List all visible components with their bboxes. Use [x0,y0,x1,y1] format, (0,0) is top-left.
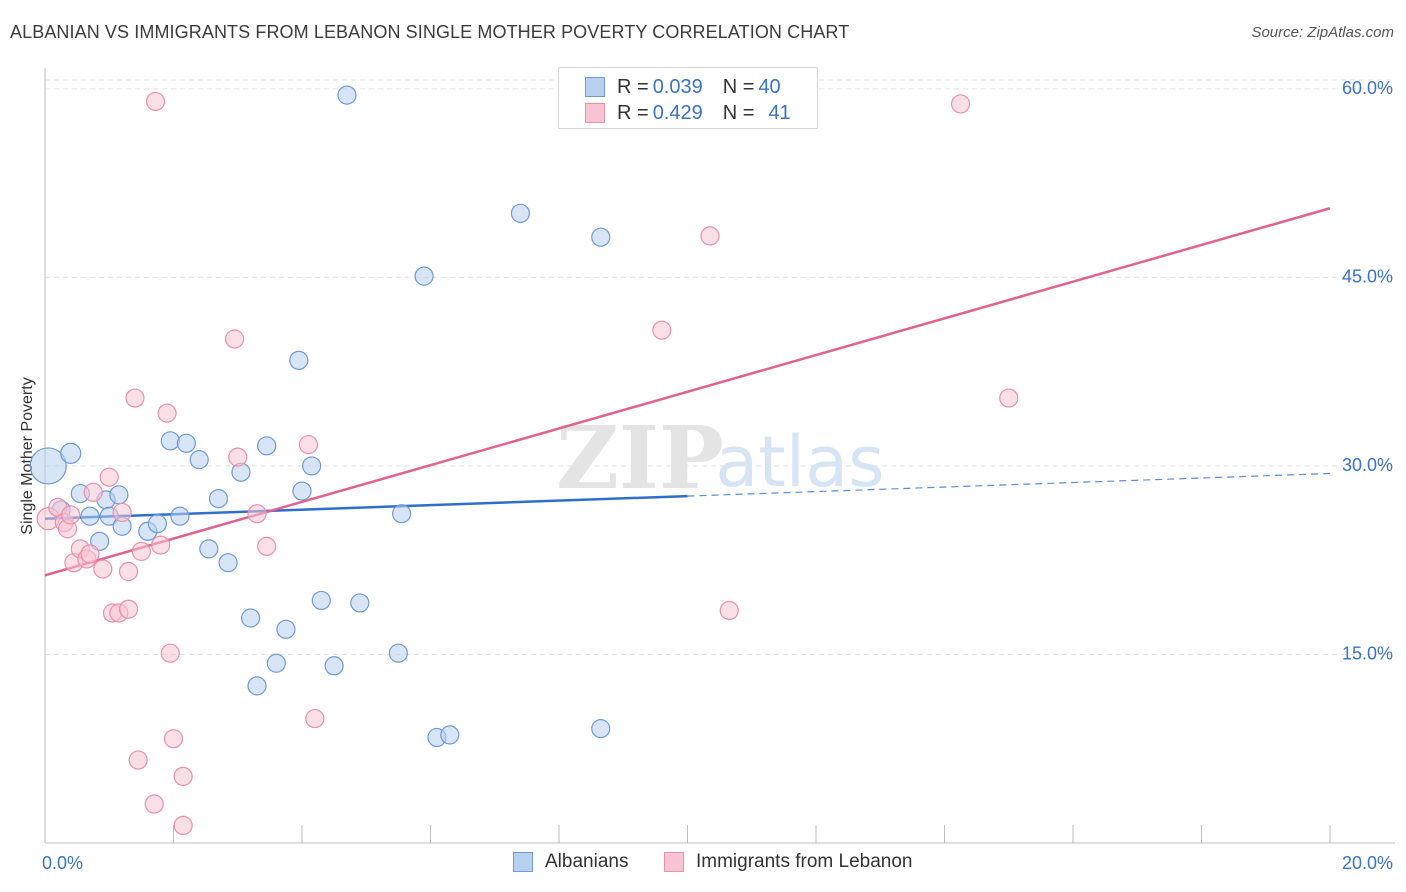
chart-title: ALBANIAN VS IMMIGRANTS FROM LEBANON SING… [10,22,850,42]
lebanon-n-label: N = [722,101,755,124]
albanians-point [350,593,370,613]
albanians-r-label: R = [617,75,649,98]
albanians-point [257,436,277,456]
legend-row-lebanon: R = 0.429 N = 41 [585,101,791,125]
y-tick-label: 30.0% [1342,455,1393,475]
albanians-point [302,456,322,476]
albanians-point [218,553,238,573]
lebanon-point [160,643,180,663]
lebanon-point [112,502,132,523]
lebanon-point [99,467,119,487]
albanians-swatch [585,77,605,97]
albanians-point [276,619,296,639]
y-tick-label: 45.0% [1342,266,1393,286]
tick-labels: 15.0% 30.0% 45.0% 60.0% 0.0% 20.0% [42,78,1393,873]
lebanon-point [131,541,151,561]
albanians-trend-line [44,494,688,520]
x-tick-label-max: 20.0% [1342,853,1393,873]
albanians-point [160,431,180,451]
lebanon-point [700,226,720,246]
albanians-point [241,608,261,628]
lebanon-point [173,766,193,786]
albanians-point [324,656,344,676]
albanians-point [591,227,611,247]
albanians-point [337,85,357,105]
albanians-point [199,539,219,559]
lebanon-point [118,599,139,619]
albanians-point [388,643,408,663]
albanians-point [440,725,460,745]
lebanon-point [93,559,113,579]
albanians-legend-swatch [513,852,533,872]
albanians-point [391,504,412,524]
lebanon-point [652,320,672,340]
series-legend: Albanians Immigrants from Lebanon [0,851,1406,877]
lebanon-point [151,535,171,555]
lebanon-point [83,482,103,502]
source-credit: Source: ZipAtlas.com [1251,24,1394,41]
lebanon-r-label: R = [617,101,649,124]
lebanon-point [257,536,277,556]
albanians-point [147,514,168,534]
albanians-point [80,506,100,526]
legend-item-albanians[interactable]: Albanians [513,851,628,873]
lebanon-point [224,329,245,349]
lebanon-point [128,750,148,770]
lebanon-point [125,388,145,408]
albanians-r-value: 0.039 [652,75,703,98]
albanians-point [170,506,190,526]
lebanon-point [247,504,267,524]
lebanon-point [173,815,193,836]
albanians-point [29,447,67,485]
lebanon-point [61,505,81,525]
lebanon-point [298,434,319,455]
albanians-point [266,653,286,673]
albanians-point [189,450,209,470]
lebanon-point [144,794,164,814]
lebanon-swatch [585,103,605,123]
albanians-point [60,442,82,464]
lebanon-point [80,544,100,564]
albanians-point [311,590,331,611]
legend-row-albanians: R = 0.039 N = 40 [585,75,781,99]
lebanon-r-value: 0.429 [652,101,703,124]
lebanon-point [719,600,739,621]
lebanon-trend-line [44,207,1331,577]
x-tick-label-min: 0.0% [42,853,83,873]
albanians-point [510,203,531,223]
lebanon-point [305,708,325,729]
lebanon-point [228,447,248,467]
albanians-point [591,719,611,739]
albanians-n-label: N = [722,75,755,98]
lebanon-n-value: 41 [768,101,791,124]
albanians-point [176,433,196,453]
albanians-point [414,266,434,286]
grid-lines [45,79,1395,655]
albanians-point [247,676,267,696]
albanians-point [292,481,312,501]
albanians-point [289,350,309,370]
lebanon-legend-label: Immigrants from Lebanon [696,851,913,872]
y-tick-label: 15.0% [1342,643,1393,663]
albanians-legend-label: Albanians [545,851,629,872]
lebanon-point [999,388,1019,408]
legend-item-lebanon[interactable]: Immigrants from Lebanon [664,851,913,873]
albanians-n-value: 40 [758,75,781,98]
lebanon-point [950,94,971,114]
watermark-zip: ZIP [556,408,724,509]
lebanon-point [157,403,177,423]
correlation-legend: R = 0.039 N = 40 R = 0.429 N = 41 [558,67,818,129]
y-tick-label: 60.0% [1342,78,1393,98]
data-points [29,85,1019,836]
trend-lines [44,207,1331,577]
lebanon-point [145,91,166,112]
albanians-point [208,489,229,509]
watermark-atlas: atlas [715,421,884,503]
albanians-point [109,485,129,505]
lebanon-point [118,561,139,582]
lebanon-legend-swatch [664,852,684,872]
lebanon-point [163,729,184,749]
